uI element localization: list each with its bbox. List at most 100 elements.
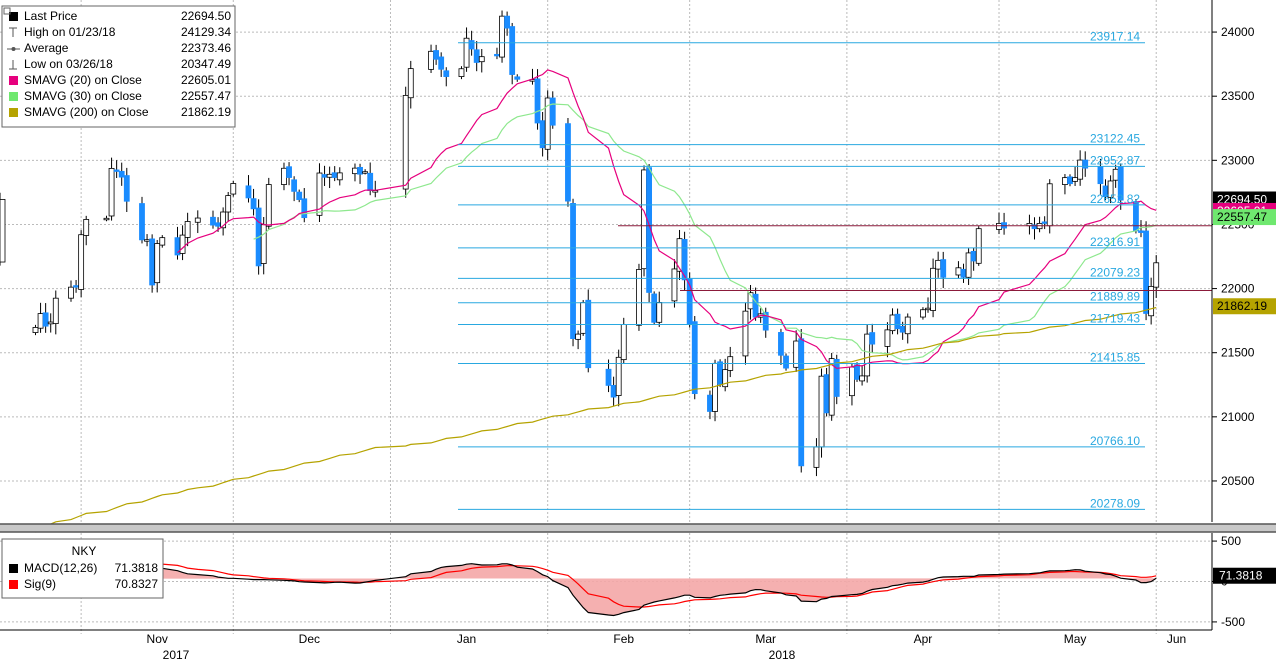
candle-body bbox=[1117, 166, 1124, 201]
candle-body bbox=[286, 166, 292, 178]
candle bbox=[220, 207, 227, 236]
candle-body bbox=[139, 203, 145, 241]
candle-body bbox=[549, 97, 556, 126]
price-axis-tick-label: 20500 bbox=[1221, 474, 1255, 488]
candle bbox=[225, 191, 232, 222]
macd-badge-box bbox=[1213, 567, 1276, 584]
candle bbox=[1082, 151, 1089, 177]
candle bbox=[433, 44, 440, 65]
candle-body bbox=[73, 285, 79, 288]
candle-body bbox=[443, 70, 450, 77]
signal-line bbox=[35, 560, 1157, 608]
average-marker-icon bbox=[11, 47, 16, 51]
candle bbox=[904, 313, 911, 344]
candle bbox=[778, 328, 784, 366]
candle-body bbox=[778, 332, 784, 356]
legend-label: Last Price bbox=[24, 9, 78, 23]
candle bbox=[894, 308, 901, 335]
price-level-label: 21889.89 bbox=[1090, 290, 1140, 304]
candle bbox=[514, 74, 521, 82]
legend-value: 70.8327 bbox=[115, 577, 159, 591]
candle bbox=[245, 175, 252, 203]
candle-body bbox=[103, 217, 110, 221]
candle bbox=[575, 330, 582, 350]
candle-body bbox=[717, 361, 724, 385]
candle-body bbox=[42, 312, 49, 327]
candle-body bbox=[641, 169, 647, 270]
candle bbox=[544, 90, 551, 161]
candle-body bbox=[458, 68, 465, 77]
price-axis-tick-label: 22000 bbox=[1221, 282, 1255, 296]
candle-body bbox=[996, 223, 1002, 230]
candle-body bbox=[869, 332, 876, 345]
legend-value: 22373.46 bbox=[181, 41, 231, 55]
candle bbox=[651, 291, 658, 325]
macd-legend: NKY MACD(12,26) 71.3818 Sig(9) 70.8327 bbox=[1, 538, 164, 599]
candle bbox=[641, 165, 647, 277]
candle-body bbox=[610, 385, 617, 398]
x-axis-year-label: 2018 bbox=[769, 648, 796, 662]
candle-body bbox=[813, 446, 820, 468]
candle-body bbox=[575, 333, 582, 340]
legend-swatch bbox=[9, 76, 18, 85]
candle-body bbox=[123, 175, 130, 202]
candle bbox=[686, 272, 693, 328]
candle bbox=[428, 44, 434, 73]
candle-body bbox=[691, 321, 698, 395]
candle-body bbox=[722, 369, 729, 388]
candle bbox=[103, 215, 110, 222]
candle-body bbox=[367, 172, 374, 191]
x-axis-month-label: Dec bbox=[299, 632, 320, 646]
candle-body bbox=[225, 195, 232, 213]
candle-body bbox=[636, 269, 642, 326]
legend-swatch bbox=[9, 92, 18, 101]
candle bbox=[833, 354, 840, 405]
price-legend-box bbox=[1, 5, 236, 128]
candle bbox=[1117, 163, 1124, 210]
candle-body bbox=[615, 356, 622, 396]
candle-body bbox=[1138, 230, 1144, 233]
legend-value: 22605.01 bbox=[181, 73, 231, 87]
candle-body bbox=[118, 170, 125, 178]
legend-value: 71.3818 bbox=[115, 561, 159, 575]
x-axis-month-label: Nov bbox=[147, 632, 168, 646]
candle-body bbox=[955, 267, 962, 276]
candle-body bbox=[707, 394, 713, 412]
candle-body bbox=[570, 203, 576, 339]
candle bbox=[636, 263, 642, 331]
candle-body bbox=[899, 326, 906, 333]
legend-label: Sig(9) bbox=[24, 577, 56, 591]
candle-body bbox=[52, 297, 59, 324]
candle-body bbox=[742, 310, 749, 357]
candle-body bbox=[37, 313, 44, 329]
candle-body bbox=[407, 68, 414, 99]
candle-body bbox=[352, 167, 358, 175]
price-level-label: 21415.85 bbox=[1090, 350, 1140, 364]
candle-body bbox=[818, 375, 825, 448]
candle bbox=[930, 258, 936, 318]
candle-body bbox=[463, 37, 470, 68]
legend-label: High on 01/23/18 bbox=[24, 25, 116, 39]
candle bbox=[859, 365, 865, 386]
candle bbox=[722, 358, 729, 392]
candle bbox=[1077, 150, 1084, 186]
candle bbox=[52, 290, 59, 335]
candle bbox=[250, 188, 257, 216]
candle-body bbox=[296, 191, 303, 200]
price-axis: 2050021000215002200022500230002350024000 bbox=[1212, 25, 1255, 488]
macd-legend-box bbox=[1, 538, 164, 599]
candle bbox=[798, 328, 805, 473]
candle-body bbox=[230, 183, 237, 195]
legend-value: 20347.49 bbox=[181, 57, 231, 71]
x-axis-month-label: Feb bbox=[613, 632, 634, 646]
candle-body bbox=[1143, 230, 1149, 314]
candle-body bbox=[499, 15, 505, 58]
candle bbox=[42, 303, 49, 333]
candle-body bbox=[1097, 166, 1104, 185]
price-legend-item: High on 01/23/18 24129.34 bbox=[9, 25, 231, 39]
candle bbox=[478, 48, 485, 73]
price-badge-label: 22557.47 bbox=[1217, 210, 1267, 224]
candle-body bbox=[651, 293, 658, 323]
candle-body bbox=[854, 364, 860, 380]
